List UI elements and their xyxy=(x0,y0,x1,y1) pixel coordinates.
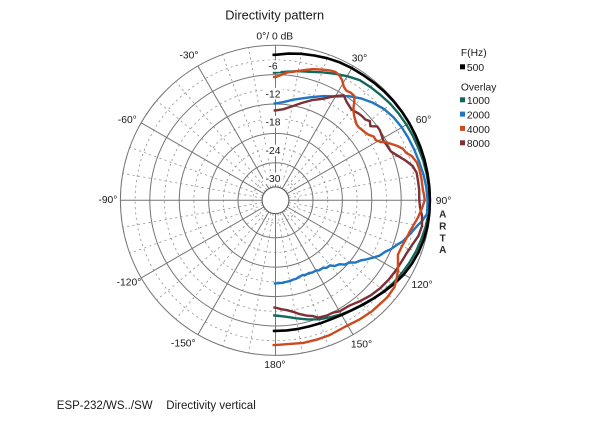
svg-text:-18: -18 xyxy=(266,118,281,129)
svg-text:Directivity vertical: Directivity vertical xyxy=(166,400,255,412)
svg-text:-6: -6 xyxy=(268,62,277,73)
svg-text:500: 500 xyxy=(467,63,484,74)
svg-text:0°/ 0 dB: 0°/ 0 dB xyxy=(256,32,293,43)
svg-text:2000: 2000 xyxy=(467,111,490,122)
svg-text:-60°: -60° xyxy=(118,115,137,126)
svg-text:T: T xyxy=(440,233,446,244)
svg-text:8000: 8000 xyxy=(467,139,490,150)
svg-text:90°: 90° xyxy=(436,196,452,207)
svg-text:A: A xyxy=(439,245,446,256)
svg-text:1000: 1000 xyxy=(467,96,490,107)
svg-text:R: R xyxy=(439,221,447,232)
svg-text:ESP-232/WS../SW: ESP-232/WS../SW xyxy=(57,400,153,412)
svg-text:-120°: -120° xyxy=(117,278,142,289)
svg-text:180°: 180° xyxy=(264,360,285,371)
svg-text:A: A xyxy=(439,210,446,221)
svg-text:-30: -30 xyxy=(266,174,281,185)
svg-text:-90°: -90° xyxy=(98,195,117,206)
svg-text:-12: -12 xyxy=(266,89,281,100)
svg-text:F(Hz): F(Hz) xyxy=(461,48,487,59)
svg-text:60°: 60° xyxy=(416,115,432,126)
svg-text:120°: 120° xyxy=(411,280,432,291)
svg-text:Overlay: Overlay xyxy=(461,82,497,93)
svg-text:150°: 150° xyxy=(351,340,372,351)
svg-text:-30°: -30° xyxy=(180,50,199,61)
svg-text:30°: 30° xyxy=(352,54,368,65)
svg-text:4000: 4000 xyxy=(467,125,490,136)
svg-text:-24: -24 xyxy=(266,146,281,157)
svg-text:-150°: -150° xyxy=(171,339,196,350)
svg-text:Directivity pattern: Directivity pattern xyxy=(225,7,324,22)
